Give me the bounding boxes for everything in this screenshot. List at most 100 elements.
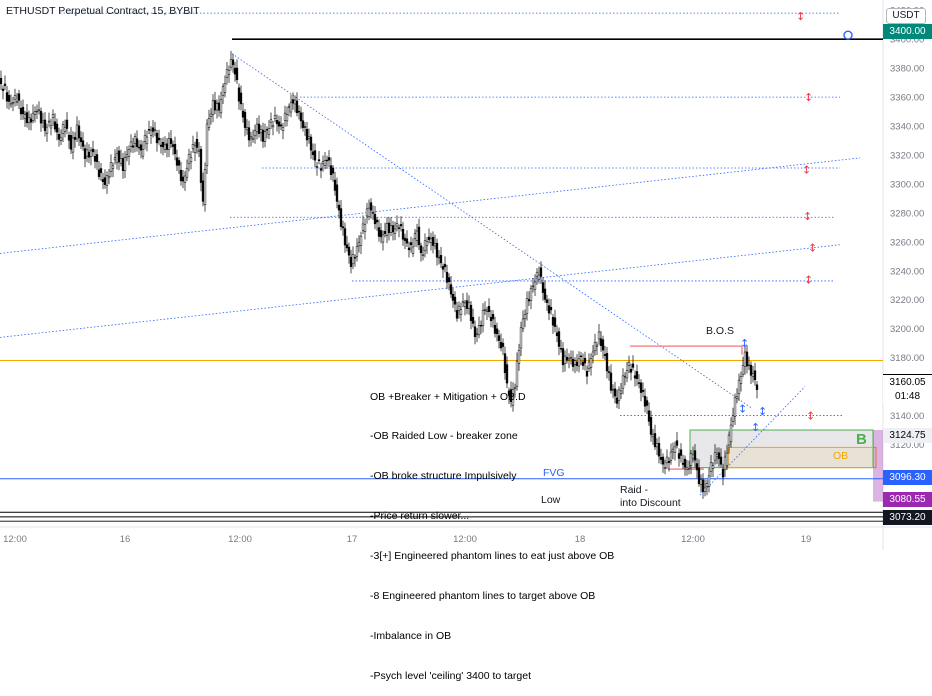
candle-body [123, 157, 127, 171]
candle-body [391, 225, 395, 233]
y-tick-label: 3200.00 [890, 324, 924, 335]
candle-body [149, 129, 153, 136]
note-line: -8 Engineered phantom lines to target ab… [370, 590, 596, 603]
candle-body [257, 123, 261, 134]
candle-body [517, 349, 521, 364]
note-line: -Psych level 'ceiling' 3400 to target [370, 669, 532, 682]
candle-body [227, 70, 231, 75]
candle-body [267, 128, 271, 135]
candle-body [31, 112, 35, 121]
candle-body [473, 326, 477, 337]
candle-body [725, 452, 729, 466]
candle-body [579, 355, 583, 357]
y-tick-label: 3220.00 [890, 295, 924, 306]
currency-button[interactable]: USDT [886, 8, 926, 24]
y-tick-label: 3300.00 [890, 179, 924, 190]
candle-body [597, 331, 601, 340]
candle-body [33, 111, 37, 115]
candle-body [635, 371, 639, 379]
candle-body [261, 129, 265, 142]
candle-body [511, 389, 515, 406]
sell-marker-icon: ↕ [803, 210, 812, 223]
candle-body [697, 467, 701, 485]
candle-body [357, 242, 361, 247]
candle-body [117, 150, 121, 163]
candle-body [349, 256, 353, 267]
candle-body [679, 449, 683, 456]
candle-body [563, 355, 567, 364]
candle-body [175, 157, 179, 166]
candle-body [681, 462, 685, 465]
candle-body [23, 114, 27, 119]
candle-body [601, 339, 605, 351]
price-tag-fvg: 3096.30 [883, 470, 932, 485]
candle-body [721, 468, 725, 478]
candle-body [89, 150, 93, 157]
candle-body [549, 307, 553, 311]
candle-body [195, 139, 199, 148]
candle-body [373, 214, 377, 225]
candle-body [299, 112, 303, 122]
candle-body [173, 143, 177, 155]
countdown-tag: 01:48 [883, 389, 932, 404]
note-line: -OB Raided Low - breaker zone [370, 430, 518, 443]
candle-body [367, 207, 371, 217]
candle-body [565, 356, 569, 361]
candle-body [103, 177, 107, 185]
candle-body [209, 113, 213, 117]
candle-body [667, 460, 671, 463]
note-line: -Price return slower... [370, 510, 470, 523]
candle-body [405, 238, 409, 244]
candle-body [235, 67, 239, 81]
x-tick-label: 12:00 [228, 534, 252, 545]
y-tick-label: 3400.00 [890, 35, 924, 46]
candle-body [397, 227, 401, 229]
candle-body [45, 126, 49, 134]
buy-marker-icon: ↕ [751, 421, 760, 434]
candle-body [683, 458, 687, 468]
candle-body [543, 288, 547, 300]
candle-body [355, 245, 359, 257]
candle-body [557, 331, 561, 347]
candle-body [631, 363, 635, 368]
candle-body [459, 309, 463, 315]
candle-body [377, 227, 381, 237]
candle-body [439, 255, 443, 264]
price-tag-3400: 3400.00 [883, 24, 932, 39]
candle-body [671, 448, 675, 453]
candle-body [249, 136, 253, 139]
candle-body [203, 169, 207, 205]
candle-body [733, 396, 737, 417]
candle-body [91, 148, 95, 153]
candle-body [605, 353, 609, 372]
candle-body [311, 151, 315, 155]
candle-body [141, 149, 145, 157]
candle-body [185, 167, 189, 178]
low-label: Low [541, 494, 561, 506]
candle-body [303, 126, 307, 128]
candle-body [685, 467, 689, 470]
candle-body [225, 68, 229, 78]
candle-body [3, 83, 7, 86]
candle-body [607, 371, 611, 373]
candle-body [105, 175, 109, 186]
candle-body [423, 240, 427, 252]
candle-body [599, 338, 603, 346]
candle-body [289, 102, 293, 113]
candle-body [347, 246, 351, 256]
candle-body [253, 130, 257, 137]
candle-body [541, 282, 545, 293]
candle-body [493, 325, 497, 334]
candle-body [197, 149, 201, 152]
candle-body [745, 351, 749, 367]
y-tick-label: 3280.00 [890, 208, 924, 219]
candle-body [491, 314, 495, 320]
candle-body [443, 264, 447, 268]
candle-body [211, 100, 215, 115]
candle-body [633, 375, 637, 379]
candle-body [441, 266, 445, 270]
candle-body [525, 298, 529, 314]
candle-body [659, 457, 663, 460]
candle-body [5, 92, 9, 102]
candle-body [1, 88, 5, 91]
